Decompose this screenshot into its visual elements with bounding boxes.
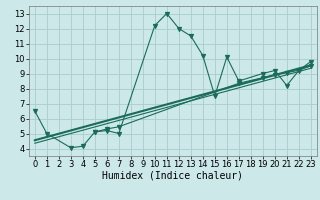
X-axis label: Humidex (Indice chaleur): Humidex (Indice chaleur) [102, 171, 243, 181]
